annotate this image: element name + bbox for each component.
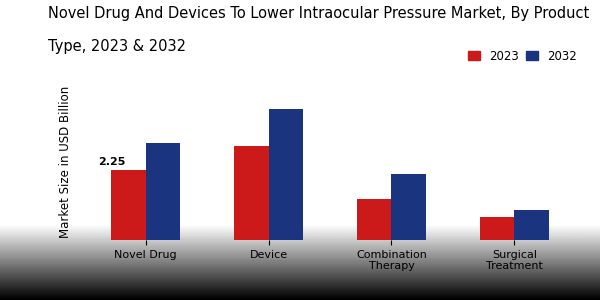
Legend: 2023, 2032: 2023, 2032 [464,45,582,67]
Bar [111,170,146,240]
Text: 2.25: 2.25 [98,157,126,167]
Text: Type, 2023 & 2032: Type, 2023 & 2032 [48,39,186,54]
Bar [357,200,391,240]
Text: Novel Drug And Devices To Lower Intraocular Pressure Market, By Product: Novel Drug And Devices To Lower Intraocu… [48,6,589,21]
Bar [391,175,426,240]
Bar [514,210,549,240]
Y-axis label: Market Size in USD Billion: Market Size in USD Billion [59,86,73,238]
Bar [146,143,180,240]
Bar [269,109,303,240]
Bar [234,146,269,240]
Bar [480,217,514,240]
